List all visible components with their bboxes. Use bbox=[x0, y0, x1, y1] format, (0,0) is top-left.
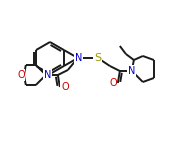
Text: N: N bbox=[75, 53, 83, 63]
Text: N: N bbox=[44, 70, 52, 80]
Text: O: O bbox=[17, 70, 25, 80]
Text: O: O bbox=[61, 82, 69, 92]
Text: N: N bbox=[75, 53, 83, 63]
Text: O: O bbox=[109, 78, 117, 88]
Text: S: S bbox=[94, 53, 101, 63]
Text: N: N bbox=[128, 66, 136, 76]
